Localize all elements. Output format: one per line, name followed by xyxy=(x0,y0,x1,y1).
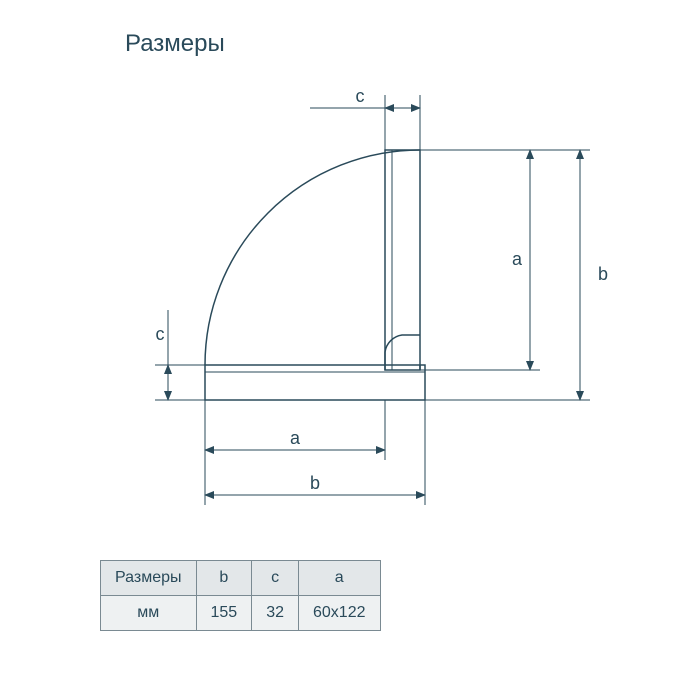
dim-label-a-right: a xyxy=(512,249,523,269)
cell: 32 xyxy=(252,596,299,631)
dim-label-b-right: b xyxy=(598,264,608,284)
table-row: мм 155 32 60x122 xyxy=(101,596,381,631)
dim-label-a-bottom: a xyxy=(290,428,301,448)
dim-label-b-bottom: b xyxy=(310,473,320,493)
col-header: Размеры xyxy=(101,561,197,596)
dim-label-c-top: c xyxy=(356,86,365,106)
page-title: Размеры xyxy=(125,30,225,58)
col-header: c xyxy=(252,561,299,596)
col-header: a xyxy=(299,561,381,596)
col-header: b xyxy=(196,561,252,596)
elbow-diagram: c a b c a b xyxy=(130,80,630,520)
cell: 60x122 xyxy=(299,596,381,631)
dim-label-c-left: c xyxy=(156,324,165,344)
dimensions-table: Размеры b c a мм 155 32 60x122 xyxy=(100,560,381,631)
table-header-row: Размеры b c a xyxy=(101,561,381,596)
cell: мм xyxy=(101,596,197,631)
cell: 155 xyxy=(196,596,252,631)
